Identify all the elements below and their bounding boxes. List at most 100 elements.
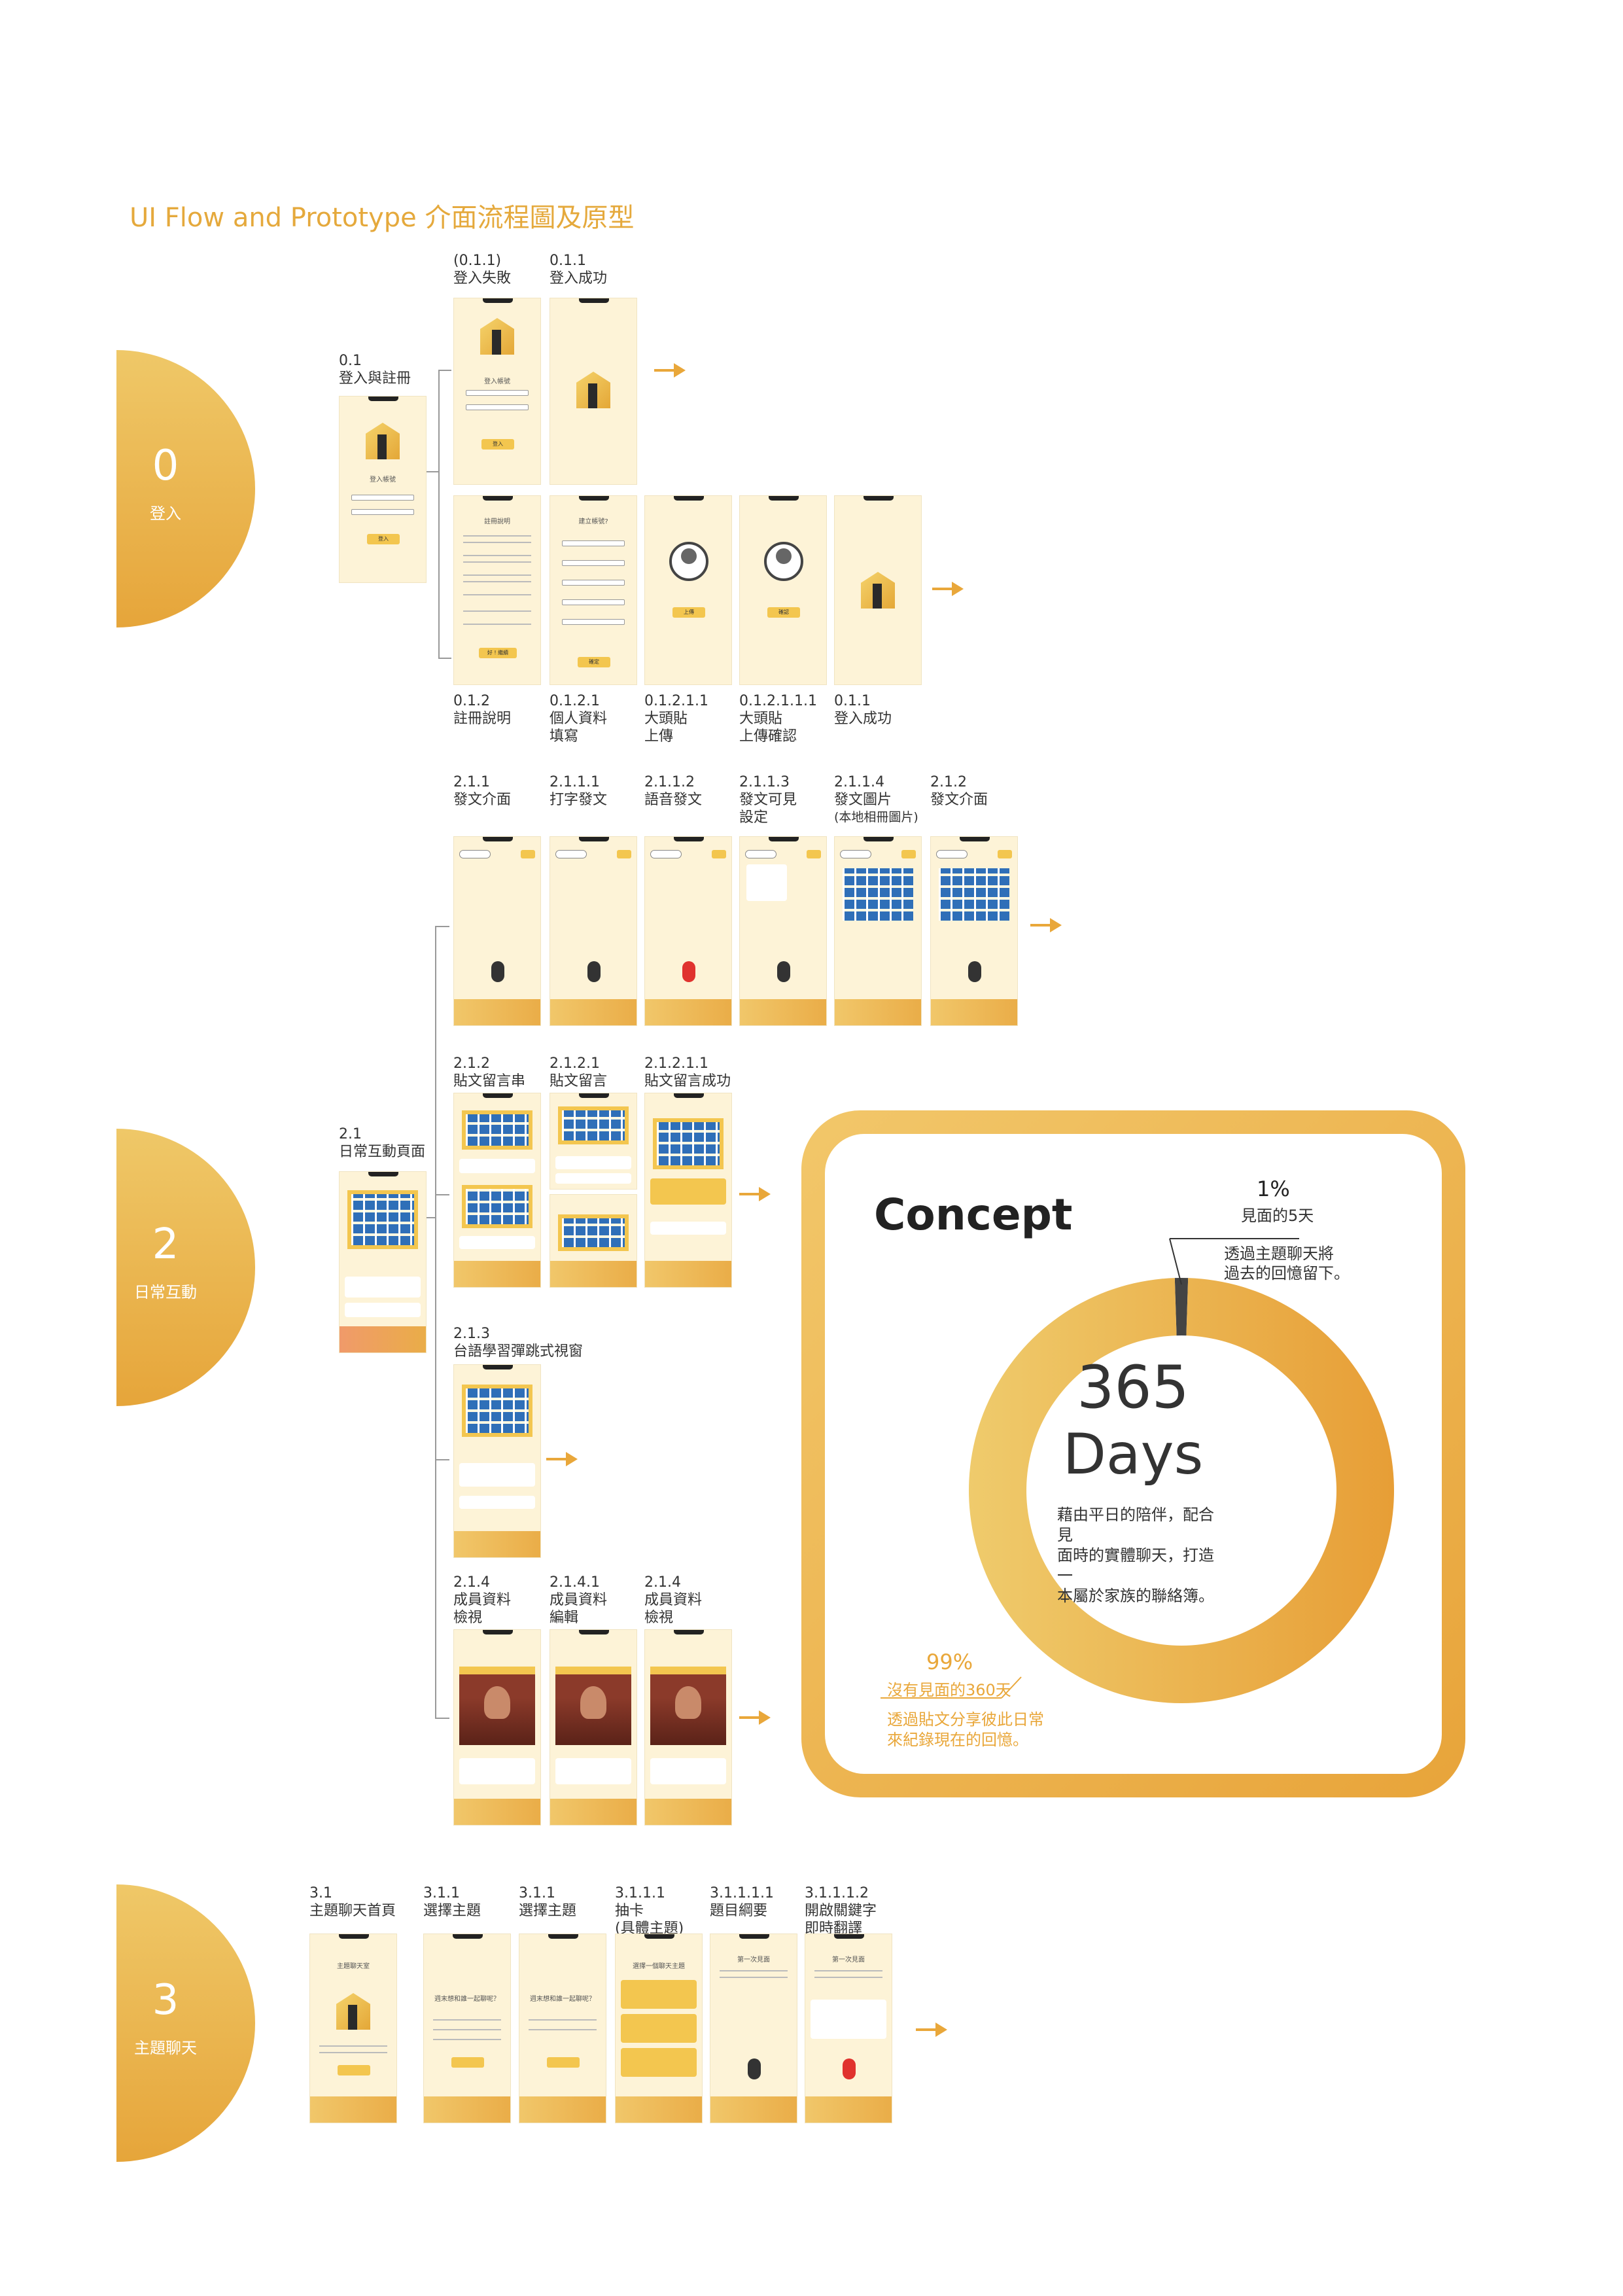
- screen-member-view-2[interactable]: [644, 1629, 732, 1826]
- send-button[interactable]: [521, 850, 535, 858]
- screen-post-2[interactable]: [644, 836, 732, 1026]
- microphone-icon[interactable]: [777, 961, 790, 982]
- confirm-button[interactable]: 確認: [767, 607, 800, 618]
- connector: [438, 370, 440, 658]
- screen-post-4[interactable]: [834, 836, 922, 1026]
- avatar-icon: [669, 542, 708, 581]
- screen-login-success-2: [834, 495, 922, 685]
- flow-arrow: [932, 582, 964, 596]
- screen-title: 建立帳號?: [578, 518, 608, 525]
- role-field[interactable]: [562, 599, 625, 605]
- screen-comment-thread[interactable]: [453, 1093, 541, 1288]
- screen-avatar-confirm[interactable]: 確認: [739, 495, 827, 685]
- flow-label-l2121: 2.1.2.1 貼文留言: [550, 1055, 608, 1089]
- birthday-field[interactable]: [562, 580, 625, 586]
- confirm-button[interactable]: [451, 2057, 484, 2068]
- screen-title: 選擇一個聊天主題: [633, 1963, 685, 1970]
- topic-card[interactable]: [621, 1980, 697, 2009]
- connector: [435, 1459, 449, 1460]
- flow-label-l01211: 0.1.2.1.1 大頭貼 上傳: [644, 693, 708, 745]
- screen-comment-success[interactable]: [644, 1093, 732, 1288]
- screen-draw-card[interactable]: 選擇一個聊天主題: [615, 1934, 703, 2123]
- password-field[interactable]: [466, 404, 529, 410]
- microphone-icon[interactable]: [748, 2058, 761, 2079]
- visibility-dropdown[interactable]: [840, 850, 871, 858]
- screen-title: 登入帳號: [484, 378, 510, 385]
- microphone-icon[interactable]: [587, 961, 601, 982]
- section-daily: 2 日常互動: [116, 1129, 255, 1406]
- send-button[interactable]: [807, 850, 821, 858]
- screen-login-fail[interactable]: 登入帳號 登入: [453, 298, 541, 485]
- screen-post-3[interactable]: [739, 836, 827, 1026]
- screen-taiwanese-popup[interactable]: [453, 1364, 541, 1558]
- screen-member-view[interactable]: [453, 1629, 541, 1826]
- microphone-icon[interactable]: [843, 2058, 856, 2079]
- screen-title: 註冊說明: [484, 518, 510, 525]
- password-field[interactable]: [351, 509, 414, 515]
- name-field[interactable]: [562, 540, 625, 546]
- screen-title: 第一次見面: [737, 1956, 770, 1964]
- screen-member-edit[interactable]: [550, 1629, 637, 1826]
- account-field[interactable]: [351, 495, 414, 501]
- continue-button[interactable]: 好 ! 繼續: [479, 648, 517, 658]
- screen-profile-form[interactable]: 建立帳號? 確定: [550, 495, 637, 685]
- section-name: 日常互動: [134, 1283, 197, 1301]
- screen-select-topic[interactable]: 週末想和誰一起聊呢？: [423, 1934, 511, 2123]
- section-name: 登入: [150, 504, 181, 523]
- visibility-dropdown[interactable]: [745, 850, 777, 858]
- start-button[interactable]: [338, 2065, 370, 2075]
- screen-daily-home[interactable]: [339, 1171, 427, 1353]
- send-button[interactable]: [901, 850, 916, 858]
- send-button[interactable]: [617, 850, 631, 858]
- topic-card[interactable]: [621, 2048, 697, 2077]
- visibility-dropdown[interactable]: [650, 850, 682, 858]
- group-field[interactable]: [562, 619, 625, 625]
- flow-label-l311a: 3.1.1 選擇主題: [423, 1885, 481, 1919]
- big-desc: 透過貼文分享彼此日常 來紀錄現在的回憶。: [887, 1710, 1044, 1749]
- microphone-icon[interactable]: [682, 961, 695, 982]
- page-title: UI Flow and Prototype 介面流程圖及原型: [130, 203, 635, 233]
- flow-label-l214a: 2.1.4 成員資料 檢視: [453, 1574, 512, 1626]
- microphone-icon[interactable]: [491, 961, 504, 982]
- small-label: 見面的5天: [1241, 1207, 1314, 1225]
- screen-theme-home[interactable]: 主題聊天室: [309, 1934, 397, 2123]
- screen-comment-post-2[interactable]: [550, 1194, 637, 1288]
- account-field[interactable]: [466, 390, 529, 396]
- topic-card[interactable]: [621, 2014, 697, 2043]
- upload-button[interactable]: 上傳: [672, 607, 705, 618]
- screen-login-register[interactable]: 登入帳號 登入: [339, 396, 427, 583]
- microphone-icon[interactable]: [968, 961, 981, 982]
- flow-arrow: [739, 1187, 771, 1201]
- confirm-button[interactable]: [547, 2057, 580, 2068]
- screen-post-5[interactable]: [930, 836, 1018, 1026]
- screen-register-info[interactable]: 註冊說明 好 ! 繼續: [453, 495, 541, 685]
- visibility-dropdown[interactable]: [555, 850, 587, 858]
- screen-post-0[interactable]: [453, 836, 541, 1026]
- login-button[interactable]: 登入: [367, 534, 400, 544]
- section-number: 2: [152, 1220, 179, 1269]
- login-button[interactable]: 登入: [481, 439, 514, 450]
- screen-title: 登入帳號: [370, 476, 396, 484]
- flow-label-l21211: 2.1.2.1.1 貼文留言成功: [644, 1055, 731, 1089]
- screen-comment-post[interactable]: [550, 1093, 637, 1190]
- send-button[interactable]: [712, 850, 726, 858]
- confirm-button[interactable]: 確定: [578, 657, 610, 667]
- center-unit: Days: [1062, 1422, 1204, 1487]
- screen-select-topic-2[interactable]: 週末想和誰一起聊呢？: [519, 1934, 606, 2123]
- screen-post-1[interactable]: [550, 836, 637, 1026]
- flow-arrow: [1030, 918, 1062, 932]
- screen-live-translate[interactable]: 第一次見面: [805, 1934, 892, 2123]
- screen-topic-outline[interactable]: 第一次見面: [710, 1934, 797, 2123]
- avatar-icon: [764, 542, 803, 581]
- screen-title: 主題聊天室: [337, 1963, 370, 1970]
- visibility-dropdown[interactable]: [936, 850, 968, 858]
- flow-label-l311112: 3.1.1.1.2 開啟關鍵字 即時翻譯: [805, 1885, 877, 1937]
- screen-avatar-upload[interactable]: 上傳: [644, 495, 732, 685]
- section-theme-chat: 3 主題聊天: [116, 1884, 255, 2162]
- nickname-field[interactable]: [562, 560, 625, 566]
- send-button[interactable]: [998, 850, 1012, 858]
- visibility-dropdown[interactable]: [459, 850, 491, 858]
- donut-slice-0: [1174, 1278, 1189, 1336]
- flow-label-l31111: 3.1.1.1.1 題目綱要: [710, 1885, 774, 1919]
- flow-label-l21: 2.1 日常互動頁面: [339, 1126, 426, 1160]
